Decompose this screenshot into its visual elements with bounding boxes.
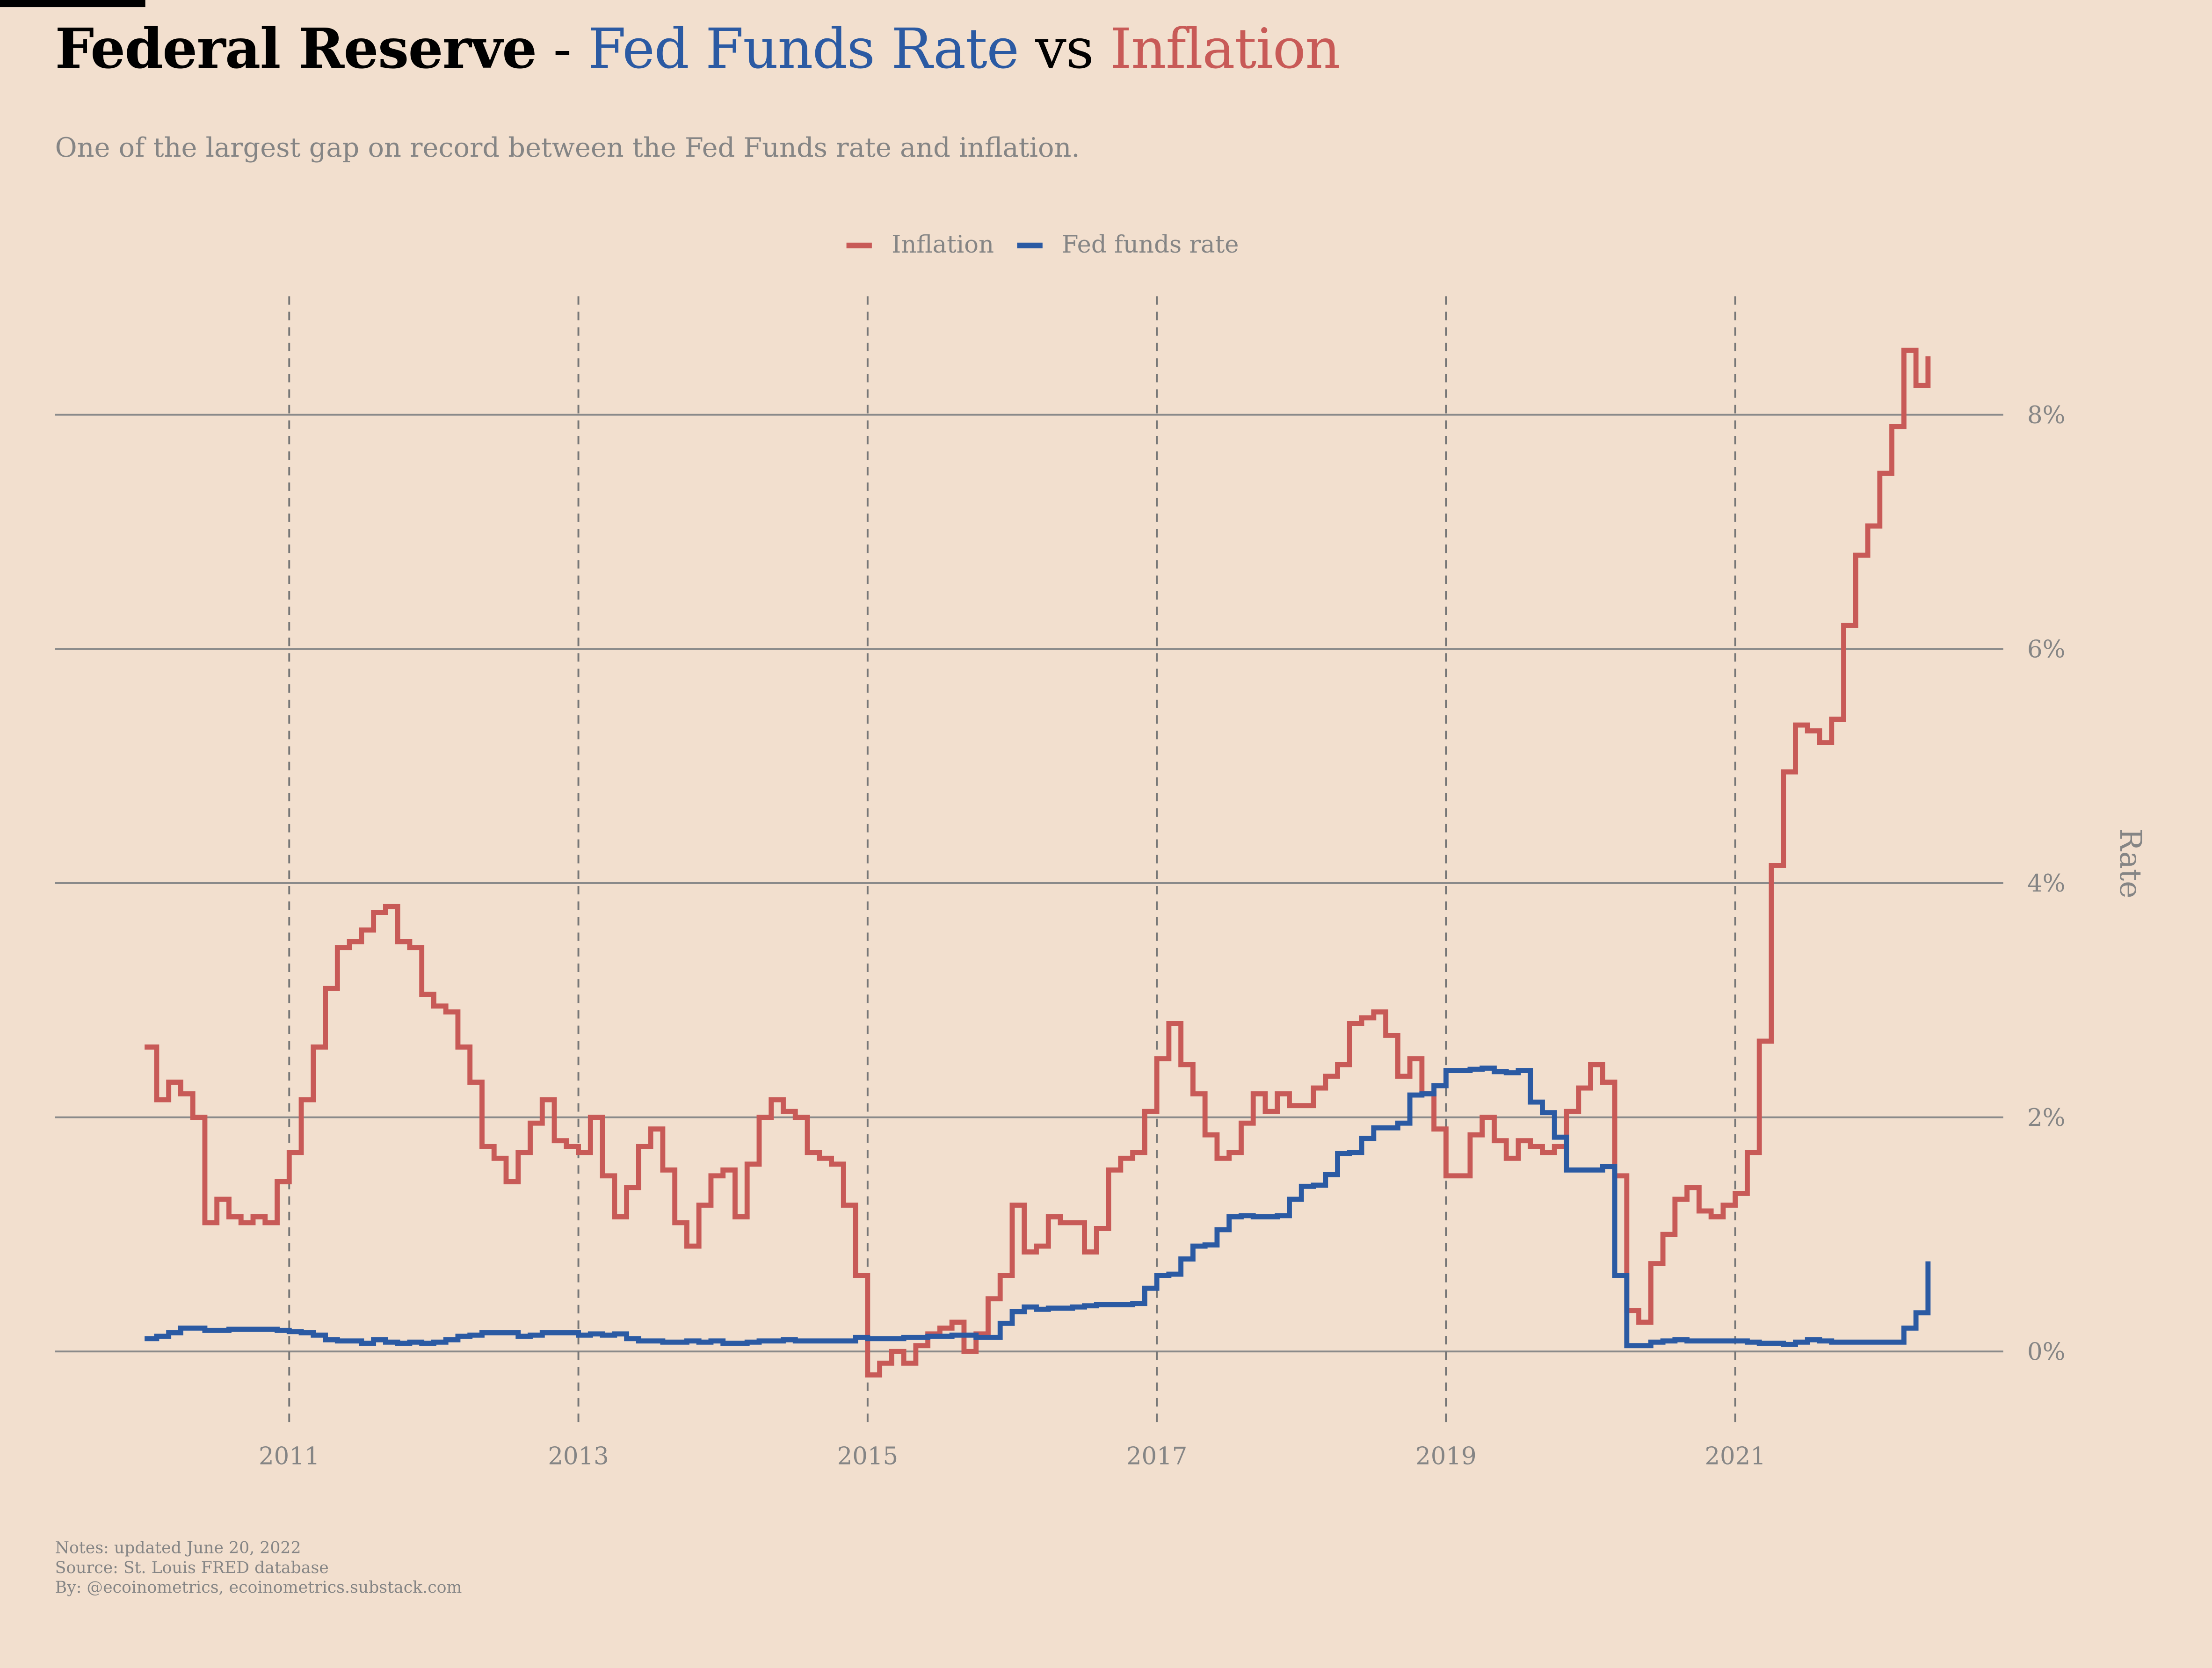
x-tick-label: 2015 <box>837 1443 898 1471</box>
title-separator: - <box>536 18 588 82</box>
title-part-fed-funds: Fed Funds Rate <box>587 18 1019 82</box>
x-tick-label: 2021 <box>1704 1443 1765 1471</box>
title-part-federal-reserve: Federal Reserve <box>55 17 537 82</box>
notes: Notes: updated June 20, 2022 Source: St.… <box>55 1537 462 1597</box>
legend-label-inflation: Inflation <box>892 231 994 260</box>
y-tick-label: 8% <box>2027 401 2065 429</box>
x-tick-label: 2017 <box>1126 1443 1187 1471</box>
x-tick-label: 2013 <box>548 1443 609 1471</box>
y-tick-label: 0% <box>2027 1338 2065 1366</box>
title-part-inflation: Inflation <box>1110 18 1341 82</box>
y-tick-label: 2% <box>2027 1104 2065 1132</box>
legend-swatch-fed-funds <box>1016 242 1042 248</box>
note-source: Source: St. Louis FRED database <box>55 1557 329 1577</box>
chart-title: Federal Reserve - Fed Funds Rate vs Infl… <box>55 17 1341 82</box>
series-line-inflation <box>145 348 1931 1378</box>
y-axis-title: Rate <box>2113 828 2148 899</box>
note-author: By: @ecoinometrics, ecoinometrics.substa… <box>55 1577 462 1597</box>
x-tick-label: 2019 <box>1415 1443 1476 1471</box>
legend-swatch-inflation <box>846 242 872 248</box>
x-tick-label: 2011 <box>259 1443 319 1471</box>
top-accent-bar <box>0 0 145 7</box>
legend-label-fed-funds: Fed funds rate <box>1061 231 1239 260</box>
note-updated: Notes: updated June 20, 2022 <box>55 1537 301 1558</box>
title-vs: vs <box>1018 18 1110 82</box>
series-line-fed-funds-rate <box>145 1066 1931 1349</box>
y-tick-label: 6% <box>2027 635 2065 663</box>
chart-subtitle: One of the largest gap on record between… <box>55 132 1080 164</box>
y-tick-label: 4% <box>2027 870 2065 898</box>
legend: Inflation Fed funds rate <box>846 231 1262 260</box>
